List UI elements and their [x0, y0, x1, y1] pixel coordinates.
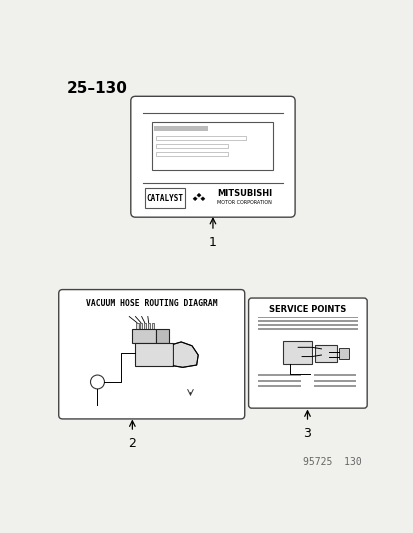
Bar [136, 322, 138, 329]
Bar [140, 322, 142, 329]
Circle shape [90, 375, 104, 389]
Bar [257, 317, 357, 318]
Polygon shape [200, 197, 204, 200]
Polygon shape [192, 197, 197, 200]
Bar [339, 348, 348, 359]
Text: SERVICE POINTS: SERVICE POINTS [268, 305, 346, 314]
Bar [151, 322, 154, 329]
Text: 3: 3 [303, 426, 311, 440]
Bar [132, 329, 155, 343]
Bar [152, 123, 273, 170]
Bar [155, 152, 228, 156]
Bar [144, 322, 146, 329]
Bar [257, 374, 300, 376]
Bar [257, 320, 357, 322]
Bar [257, 385, 300, 387]
Text: VACUUM HOSE ROUTING DIAGRAM: VACUUM HOSE ROUTING DIAGRAM [86, 299, 217, 308]
Bar [155, 144, 228, 148]
Text: MOTOR CORPORATION: MOTOR CORPORATION [216, 200, 271, 205]
Bar [313, 374, 356, 376]
Bar [314, 345, 336, 362]
Bar [154, 126, 208, 131]
Text: CATALYST: CATALYST [146, 194, 183, 203]
Text: 1: 1 [209, 236, 216, 249]
Bar [257, 324, 357, 326]
Bar [313, 385, 356, 387]
Bar [155, 136, 246, 140]
Bar [257, 328, 357, 329]
Bar [147, 322, 150, 329]
Text: MITSUBISHI: MITSUBISHI [216, 189, 271, 198]
Bar [134, 343, 173, 366]
Text: 95725  130: 95725 130 [302, 457, 361, 467]
Text: 25–130: 25–130 [67, 81, 128, 96]
Polygon shape [173, 342, 198, 367]
Text: 2: 2 [128, 437, 136, 450]
Bar [257, 379, 300, 382]
Bar [145, 188, 185, 208]
FancyBboxPatch shape [59, 289, 244, 419]
Bar [282, 341, 311, 364]
Bar [313, 379, 356, 382]
Polygon shape [197, 193, 201, 197]
FancyBboxPatch shape [131, 96, 294, 217]
FancyBboxPatch shape [248, 298, 366, 408]
Bar [156, 329, 169, 343]
